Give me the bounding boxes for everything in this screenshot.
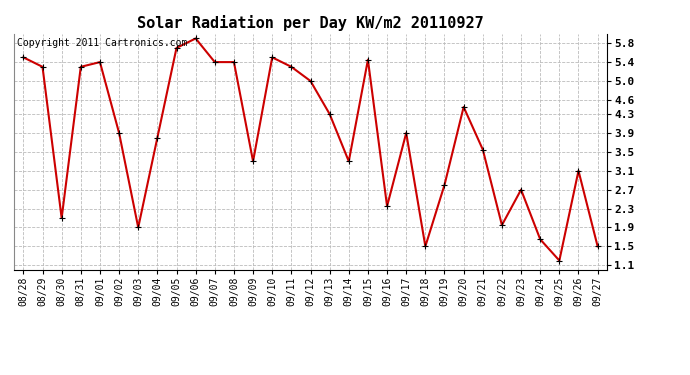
Title: Solar Radiation per Day KW/m2 20110927: Solar Radiation per Day KW/m2 20110927 — [137, 15, 484, 31]
Text: Copyright 2011 Cartronics.com: Copyright 2011 Cartronics.com — [17, 39, 187, 48]
